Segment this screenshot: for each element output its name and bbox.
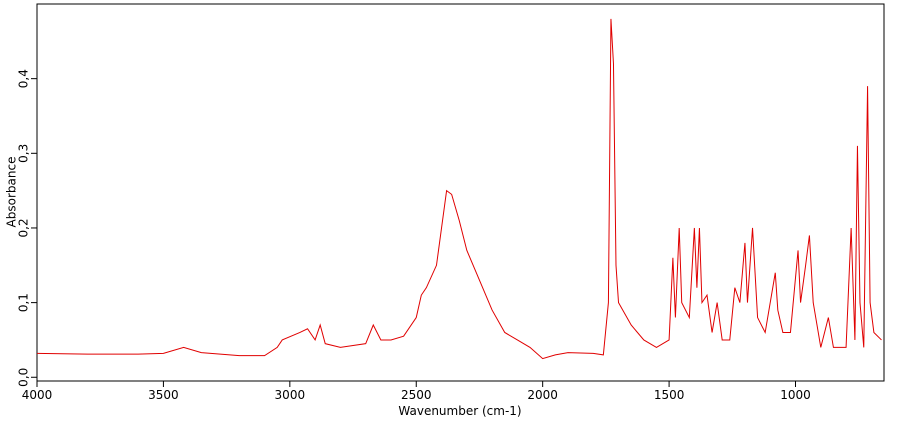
plot-frame (36, 3, 885, 382)
y-tick-label: 0,1 (17, 293, 31, 312)
y-axis-label: Absorbance (5, 157, 19, 228)
y-tick-label: 0,4 (17, 69, 31, 88)
spectrum-line (36, 18, 882, 360)
x-tick-label: 1500 (654, 388, 685, 402)
x-tick-label: 2500 (401, 388, 432, 402)
x-tick-label: 3500 (148, 388, 179, 402)
x-tick-label: 1000 (780, 388, 811, 402)
y-tick-label: 0,3 (17, 144, 31, 163)
y-tick-label: 0,2 (17, 218, 31, 237)
y-tick-label: 0,0 (17, 368, 31, 387)
x-tick-label: 4000 (22, 388, 53, 402)
x-axis-label: Wavenumber (cm-1) (398, 404, 521, 418)
x-tick-label: 3000 (275, 388, 306, 402)
x-tick-label: 2000 (527, 388, 558, 402)
